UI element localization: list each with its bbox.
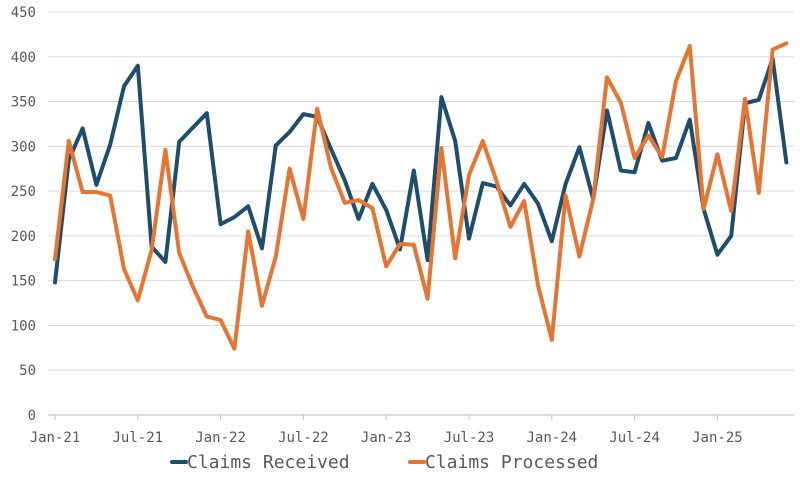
y-tick-label: 50 [19, 363, 36, 379]
y-axis: 0 50 100 150 200 250 300 350 400 450 [11, 5, 36, 424]
y-tick-label: 400 [11, 50, 36, 66]
y-tick-label: 350 [11, 95, 36, 111]
y-tick-label: 200 [11, 229, 36, 245]
x-tick-label: Jul-23 [444, 430, 495, 446]
series-line-claims-processed [53, 41, 789, 351]
series-line-claims-received [53, 56, 789, 285]
series-lines [53, 41, 789, 351]
y-tick-label: 0 [28, 408, 36, 424]
x-tick-label: Jan-23 [361, 430, 412, 446]
x-tick-label: Jan-24 [527, 430, 578, 446]
legend: Claims Received Claims Processed [170, 452, 598, 473]
x-tick-label: Jan-22 [195, 430, 246, 446]
x-tick-label: Jul-21 [113, 430, 164, 446]
y-tick-label: 250 [11, 184, 36, 200]
legend-label-claims-processed: Claims Processed [425, 452, 598, 473]
x-tick-label: Jan-25 [692, 430, 743, 446]
y-tick-label: 100 [11, 318, 36, 334]
y-tick-label: 150 [11, 274, 36, 290]
x-tick-label: Jul-24 [609, 430, 660, 446]
legend-label-claims-received: Claims Received [187, 452, 350, 473]
x-axis: Jan-21 Jul-21 Jan-22 Jul-22 Jan-23 Jul-23 Jan-… [30, 414, 794, 446]
x-tick-label: Jul-22 [278, 430, 329, 446]
y-tick-label: 300 [11, 139, 36, 155]
x-tick-label: Jan-21 [30, 430, 81, 446]
y-tick-label: 450 [11, 5, 36, 21]
